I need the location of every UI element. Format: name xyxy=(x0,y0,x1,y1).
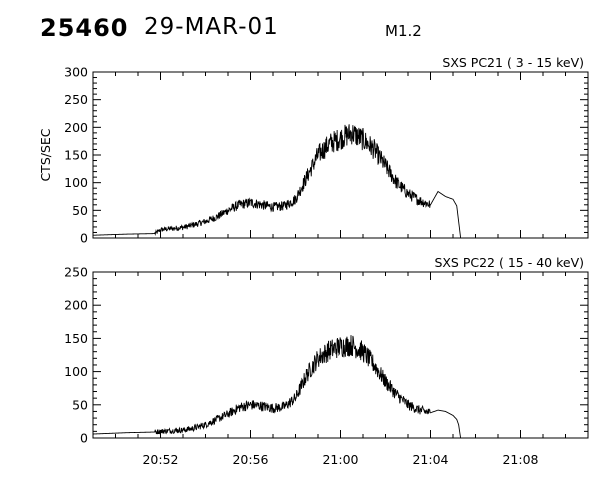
y-tick-label: 50 xyxy=(72,397,88,412)
y-tick-label: 300 xyxy=(64,65,88,80)
y-axis-label: CTS/SEC xyxy=(38,128,53,181)
flare-class: M1.2 xyxy=(385,22,422,40)
y-tick-label: 50 xyxy=(72,203,88,218)
plot-frame-1 xyxy=(92,71,589,239)
x-tick-label: 20:52 xyxy=(142,452,178,467)
y-tick-label: 100 xyxy=(64,364,88,379)
y-tick-label: 150 xyxy=(64,331,88,346)
y-tick-label: 250 xyxy=(64,265,88,280)
y-tick-label: 200 xyxy=(64,298,88,313)
plot-frame-2 xyxy=(92,271,589,439)
y-tick-label: 250 xyxy=(64,92,88,107)
y-tick-label: 200 xyxy=(64,120,88,135)
x-tick-label: 20:56 xyxy=(232,452,268,467)
y-tick-label: 0 xyxy=(80,431,88,446)
x-tick-label: 21:08 xyxy=(502,452,538,467)
x-tick-label: 21:04 xyxy=(412,452,448,467)
series-line-1 xyxy=(92,124,461,238)
panel-title-1: SXS PC21 ( 3 - 15 keV) xyxy=(442,55,584,70)
series-line-2 xyxy=(92,335,461,438)
y-tick-label: 0 xyxy=(80,231,88,246)
x-tick-label: 21:00 xyxy=(322,452,358,467)
y-tick-label: 100 xyxy=(64,175,88,190)
event-date: 29-MAR-01 xyxy=(144,14,279,40)
panel-title-2: SXS PC22 ( 15 - 40 keV) xyxy=(434,255,584,270)
event-id: 25460 xyxy=(40,14,129,42)
y-tick-label: 150 xyxy=(64,148,88,163)
